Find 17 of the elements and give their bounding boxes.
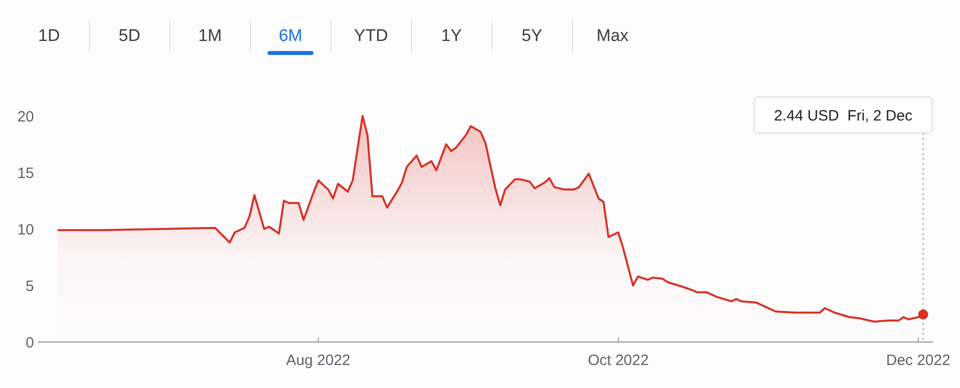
y-tick-label: 10 [17, 221, 34, 238]
y-tick-label: 0 [26, 334, 34, 352]
ref-line-label: 2.44 USD Fri, 2 Dec [774, 107, 913, 124]
x-tick-label: Aug 2022 [286, 352, 350, 369]
text: 5D [118, 26, 140, 45]
text: YTD [354, 26, 388, 45]
text: 1Y [441, 26, 462, 45]
y-tick-label: 5 [26, 278, 34, 295]
text: 5Y [522, 26, 542, 45]
x-tick-label: Dec 2022 [886, 352, 950, 369]
y-tick-label: 15 [17, 164, 34, 182]
text: 1M [198, 26, 222, 45]
x-tick-label: Oct 2022 [588, 352, 649, 369]
y-tick-label: 20 [17, 108, 34, 126]
text: 6M [278, 26, 302, 45]
text: Max [596, 26, 630, 45]
text: 1D [38, 26, 60, 45]
